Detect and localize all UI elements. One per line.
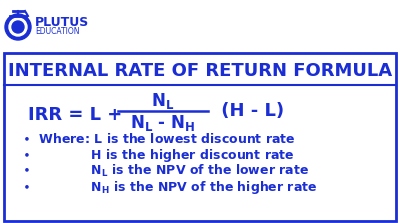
- FancyBboxPatch shape: [4, 5, 104, 51]
- FancyBboxPatch shape: [4, 53, 396, 221]
- Circle shape: [9, 18, 27, 36]
- Text: $\bullet$              N$_\mathregular{H}$ is the NPV of the higher rate: $\bullet$ N$_\mathregular{H}$ is the NPV…: [22, 178, 317, 196]
- Text: N$_\mathregular{L}$: N$_\mathregular{L}$: [151, 91, 175, 111]
- Text: IRR = L +: IRR = L +: [28, 106, 128, 124]
- Text: (H - L): (H - L): [215, 102, 284, 120]
- Text: EDUCATION: EDUCATION: [35, 27, 80, 37]
- Text: $\bullet$              N$_\mathregular{L}$ is the NPV of the lower rate: $\bullet$ N$_\mathregular{L}$ is the NPV…: [22, 163, 309, 179]
- Text: $\bullet$  Where: L is the lowest discount rate: $\bullet$ Where: L is the lowest discoun…: [22, 132, 296, 146]
- Text: $\bullet$              H is the higher discount rate: $\bullet$ H is the higher discount rate: [22, 147, 295, 163]
- Text: PLUTUS: PLUTUS: [35, 17, 89, 29]
- Circle shape: [5, 14, 31, 40]
- Text: INTERNAL RATE OF RETURN FORMULA: INTERNAL RATE OF RETURN FORMULA: [8, 62, 392, 80]
- Circle shape: [12, 21, 24, 33]
- Text: N$_\mathregular{L}$ - N$_\mathregular{H}$: N$_\mathregular{L}$ - N$_\mathregular{H}…: [130, 113, 196, 133]
